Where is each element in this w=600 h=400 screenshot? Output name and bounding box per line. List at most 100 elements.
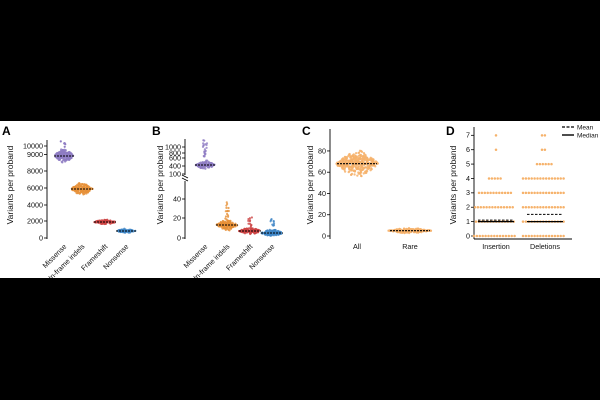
panel-d-point-insertion	[493, 234, 496, 238]
panel-d-point-insertion	[479, 205, 483, 209]
panel-c-point-all	[338, 164, 341, 168]
panel-a-point-missense	[56, 156, 60, 159]
panel-a-point-in-frame-indels	[83, 190, 86, 194]
panel-a-point-in-frame-indels	[86, 191, 90, 194]
panel-d-point-deletions	[559, 205, 562, 209]
panel-c-point-rare	[398, 231, 401, 234]
panel-d-point-deletions	[533, 177, 536, 180]
panel-d-point-deletions	[524, 191, 528, 195]
legend-label-median: Median	[577, 133, 599, 140]
figure-panel: A Variants per proband 0 2000 4000 6000 8000 10…	[0, 121, 600, 278]
panel-b-outlier	[272, 224, 276, 227]
panel-b-point-missense	[204, 167, 207, 170]
panel-d-point-insertion	[475, 234, 479, 238]
panel-a-y-tick-label: 6000	[27, 183, 43, 192]
panel-c-point-all	[350, 172, 354, 175]
panel-d-y-tick-label: 5	[466, 159, 470, 168]
panel-c-point-all	[353, 173, 356, 176]
panel-b-outlier	[247, 217, 250, 221]
panel-c-y-tick-label: 0	[322, 231, 326, 240]
panel-b-outlier	[272, 222, 276, 225]
panel-c-x-tick-label: All	[353, 242, 361, 251]
panel-d-point-deletions	[527, 191, 531, 195]
panel-c-point-all	[351, 155, 355, 158]
panel-c-point-all	[357, 168, 361, 171]
panel-b-outlier	[248, 219, 252, 222]
panel-d-point-insertion	[476, 205, 480, 209]
panel-a-point-missense	[57, 152, 60, 156]
panel-c-point-all	[361, 159, 364, 162]
panel-c-point-all	[369, 164, 372, 167]
panel-d-point-insertion	[490, 177, 494, 180]
panel-d-point-insertion	[489, 191, 492, 195]
panel-d-panel-label: D	[446, 124, 455, 138]
panel-a-point-missense	[63, 148, 66, 151]
panel-c: C Variants per proband 0 20 40 60 80 All Rare	[302, 124, 433, 251]
panel-d-point-deletions	[542, 177, 545, 180]
panel-d-point-deletions	[539, 177, 542, 180]
panel-d-point-insertion	[482, 205, 485, 209]
panel-d-point-insertion	[513, 234, 516, 238]
panel-c-point-all	[349, 165, 353, 169]
panel-d-point-deletions	[540, 134, 544, 137]
panel-b-outlier	[227, 209, 230, 213]
panel-d-point-insertion	[487, 177, 491, 180]
panel-c-point-all	[347, 155, 350, 158]
panel-c-point-all	[356, 174, 359, 177]
panel-d-point-deletions	[556, 205, 560, 209]
panel-b-outlier	[203, 152, 206, 155]
panel-c-y-tick-label: 20	[318, 210, 326, 219]
panel-d-point-deletions	[533, 205, 536, 209]
panel-d-point-deletions	[527, 205, 531, 209]
panel-a-point-in-frame-indels	[78, 182, 81, 186]
panel-b-outlier	[224, 215, 228, 218]
panel-b-point-nonsense	[276, 230, 279, 233]
panel-c-point-all	[366, 156, 369, 160]
panel-b-point-in-frame-indels	[224, 228, 227, 232]
panel-d-point-insertion	[508, 205, 512, 209]
panel-b-y-tick-label: 0	[177, 233, 181, 242]
panel-c-y-tick-label: 40	[318, 189, 326, 198]
panel-d-x-tick-label: Deletions	[530, 242, 560, 251]
panel-c-y-axis-title: Variants per proband	[305, 145, 315, 224]
panel-d-point-deletions	[530, 205, 533, 209]
panel-d: D Variants per proband 0 1 2 3 4 5 6 7 Insertion De…	[446, 124, 599, 251]
panel-b-outlier	[202, 142, 205, 145]
panel-c-point-all	[347, 170, 350, 174]
panel-d-point-deletions	[542, 205, 545, 209]
panel-d-point-deletions	[559, 177, 562, 180]
panel-b-point-in-frame-indels	[221, 222, 224, 225]
panel-c-point-rare	[429, 229, 433, 232]
panel-a-point-missense	[67, 151, 71, 154]
panel-b-y-tick-label: 1000	[165, 142, 181, 151]
panel-d-point-insertion	[473, 205, 477, 209]
panel-d-point-deletions	[547, 162, 550, 166]
panel-d-point-deletions	[544, 234, 548, 238]
panel-d-point-insertion	[495, 191, 498, 195]
panel-d-point-insertion	[494, 134, 498, 137]
panel-d-point-deletions	[538, 162, 542, 166]
panel-b-y-tick-label: 20	[173, 213, 181, 222]
panel-b-outlier	[226, 214, 230, 217]
panel-c-point-all	[361, 167, 365, 170]
panel-c-point-rare	[408, 228, 411, 231]
panel-d-point-deletions	[542, 234, 545, 238]
panel-d-point-insertion	[494, 148, 498, 151]
panel-a-y-tick-label: 4000	[27, 200, 43, 209]
panel-b-point-nonsense	[266, 234, 269, 237]
panel-a-y-tick-label: 8000	[27, 166, 43, 175]
panel-d-point-insertion	[483, 191, 487, 195]
panel-d-point-insertion	[499, 205, 503, 209]
panel-d-point-deletions	[533, 234, 536, 238]
panel-b-point-frameshift	[254, 228, 258, 231]
panel-d-point-insertion	[500, 191, 504, 195]
panel-a-point-in-frame-indels	[79, 189, 83, 192]
panel-d-point-deletions	[527, 234, 531, 238]
panel-d-point-insertion	[494, 205, 497, 209]
panel-b-point-in-frame-indels	[223, 227, 227, 230]
panel-c-point-all	[354, 165, 357, 168]
panel-b-point-nonsense	[278, 230, 281, 233]
panel-c-point-all	[356, 160, 359, 164]
panel-c-point-all	[374, 160, 378, 163]
